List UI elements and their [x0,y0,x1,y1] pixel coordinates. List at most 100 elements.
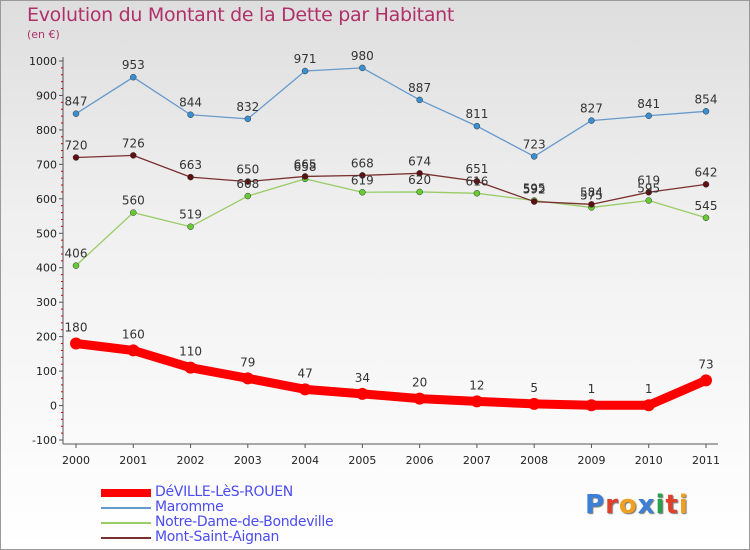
legend-label: Mont-Saint-Aignan [155,529,280,545]
data-label: 1 [645,382,653,396]
data-point [470,395,483,408]
data-point [72,262,80,269]
data-label: 665 [294,157,317,171]
data-point [130,209,137,216]
data-label: 34 [355,371,370,385]
data-label: 406 [65,247,88,261]
legend-swatch [101,507,151,509]
data-point [702,181,710,188]
data-point [359,64,366,72]
data-label: 608 [236,177,259,191]
data-point [702,214,710,222]
logo-letter: t [665,490,679,520]
data-label: 595 [637,182,660,196]
data-label: 595 [523,182,546,196]
data-label: 1 [588,382,596,396]
data-label: 832 [236,100,259,114]
data-label: 650 [236,163,259,177]
data-label: 620 [408,173,431,187]
data-point [187,111,194,118]
legend-label: DéVILLE-LèS-ROUEN [155,484,293,500]
data-label: 847 [65,95,88,109]
logo-letter: i [655,490,666,520]
x-tick-label: 2003 [234,454,262,467]
data-label: 592 [523,183,546,197]
data-label: 811 [465,107,488,121]
logo-letter: i [678,490,689,520]
data-label: 668 [351,156,374,170]
data-labels: 847 953 844 832 971 980 887 811 723 827 841 854 406 5… [65,49,718,396]
data-label: 79 [240,355,255,369]
proxiti-logo: Proxiti [585,490,689,520]
data-label: 674 [408,154,431,168]
y-tick-label: 800 [36,124,57,137]
x-tick-label: 2000 [62,454,90,467]
y-tick-label: 700 [36,158,57,171]
y-tick-label: 1000 [29,55,57,68]
y-tick-label: 500 [36,227,57,240]
data-label: 953 [122,58,145,72]
x-tick-label: 2007 [463,454,491,467]
y-tick-label: 200 [36,331,57,344]
data-point [184,361,197,374]
data-point [642,399,655,412]
x-tick-label: 2004 [291,454,319,467]
data-label: 642 [695,165,718,179]
data-point [588,117,595,124]
data-point [187,223,194,230]
y-tick-label: 600 [36,193,57,206]
data-label: 5 [530,381,538,395]
data-point [645,189,652,196]
y-tick-label: 0 [50,400,57,413]
data-point [127,344,140,357]
data-label: 180 [65,321,88,335]
data-point [359,189,366,196]
legend-swatch [101,522,151,524]
data-point [645,197,652,204]
data-point [244,192,252,200]
data-point [241,372,254,385]
data-point [356,387,369,400]
data-label: 560 [122,194,145,208]
data-point [530,198,538,205]
data-point [130,152,137,159]
data-point [530,153,538,160]
data-point [187,173,194,181]
data-point [473,122,481,130]
logo-letter: x [637,490,656,520]
y-tick-label: 300 [36,296,57,309]
data-label: 651 [465,162,488,176]
y-tick-label: 100 [36,365,57,378]
x-tick-label: 2005 [348,454,376,467]
data-label: 827 [580,102,603,116]
logo-letter: r [605,490,619,520]
data-label: 545 [695,199,718,213]
data-label: 980 [351,49,374,63]
data-point [700,374,712,387]
data-point [413,392,426,405]
data-point [301,173,309,180]
data-label: 663 [179,158,202,172]
logo-letter: o [618,490,638,520]
x-tick-label: 2011 [692,454,720,467]
data-point [416,96,423,104]
data-point [585,399,598,412]
y-tick-label: 400 [36,262,57,275]
data-point [473,190,481,197]
data-label: 844 [179,96,202,110]
data-label: 20 [412,376,427,390]
chart-title: Evolution du Montant de la Dette par Hab… [27,4,455,26]
x-tick-label: 2002 [177,454,205,467]
data-label: 658 [294,160,317,174]
data-point [301,67,309,75]
axes: -100 0 100 200 300 400 500 600 700 800 900 1000 2000… [29,55,720,467]
data-label: 619 [351,173,374,187]
data-point [72,110,80,117]
data-label: 12 [469,378,484,392]
data-label: 47 [297,366,312,380]
data-label: 575 [580,188,603,202]
data-point [645,112,652,120]
data-point [528,397,541,410]
